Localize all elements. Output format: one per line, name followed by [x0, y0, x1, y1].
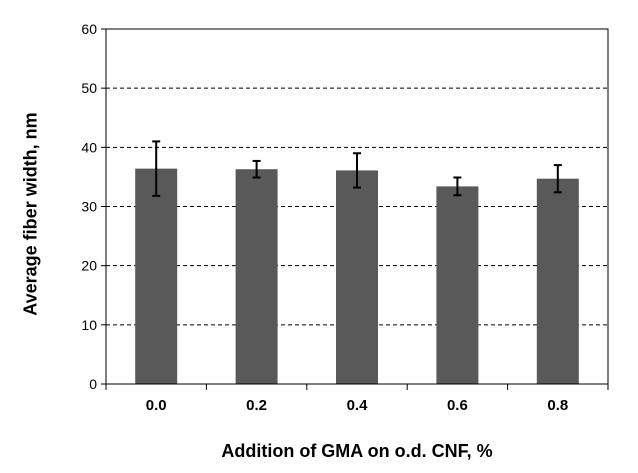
y-tick-label: 50	[81, 80, 97, 96]
bar	[135, 168, 178, 384]
y-tick-label: 20	[81, 258, 97, 274]
bar	[536, 178, 579, 384]
x-tick-label: 0.6	[447, 397, 468, 414]
x-tick-label: 0.8	[547, 397, 568, 414]
y-tick-label: 60	[81, 21, 97, 37]
x-tick-label: 0.0	[146, 397, 167, 414]
bar	[336, 170, 378, 384]
y-tick-label: 30	[81, 199, 97, 215]
error-bar	[453, 176, 462, 197]
bar	[436, 186, 479, 384]
bar	[235, 169, 278, 384]
x-tick-label: 0.2	[246, 397, 267, 414]
y-tick-label: 40	[81, 139, 97, 155]
y-tick-label: 10	[81, 317, 97, 333]
error-bar	[353, 152, 361, 189]
error-bar	[553, 164, 562, 194]
y-tick-label: 0	[89, 376, 97, 392]
y-axis-label: Average fiber width, nm	[20, 112, 41, 316]
error-bar	[252, 159, 261, 179]
error-bar	[152, 140, 161, 197]
x-axis-label: Addition of GMA on o.d. CNF, %	[221, 441, 493, 461]
x-tick-label: 0.4	[347, 397, 369, 414]
